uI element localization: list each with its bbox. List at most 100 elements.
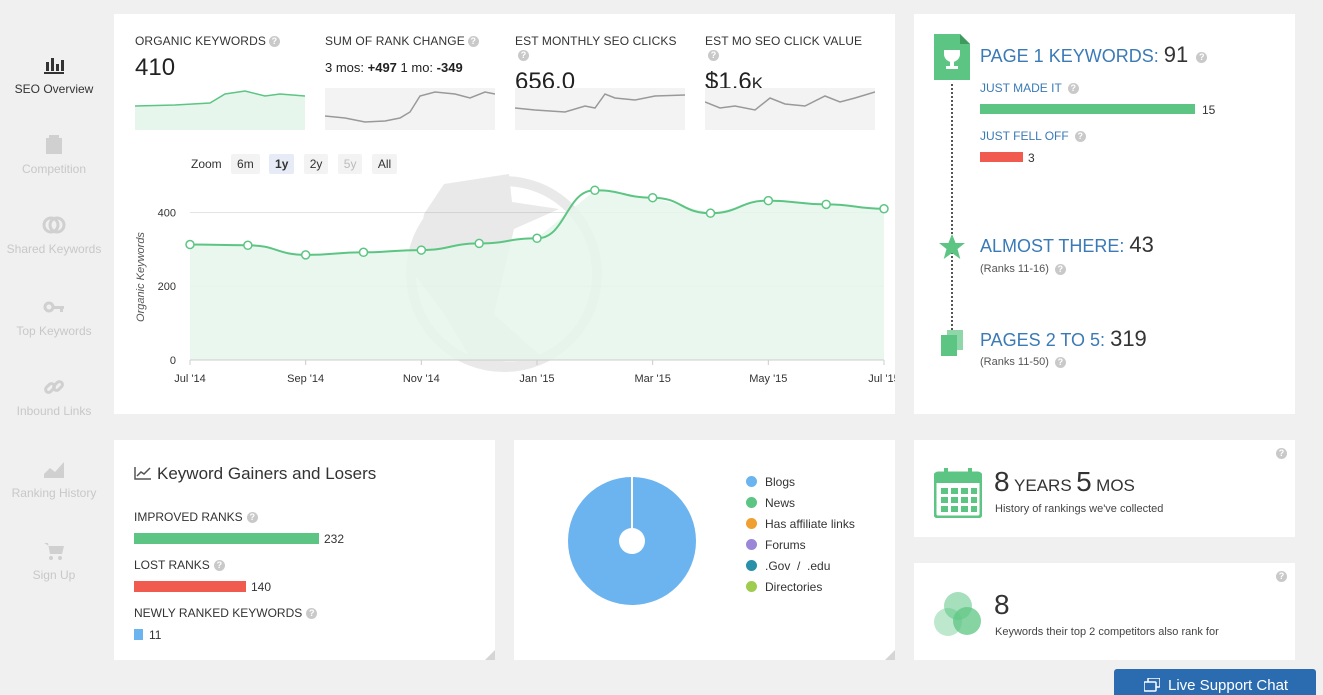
legend-label: News: [765, 496, 796, 510]
zoom-6m-button[interactable]: 6m: [231, 154, 260, 174]
data-point[interactable]: [300, 250, 311, 260]
almost-note: (Ranks 11-16): [980, 263, 1049, 275]
help-icon[interactable]: ?: [306, 608, 318, 620]
data-point[interactable]: [821, 199, 831, 210]
just-fell-label-row: JUST FELL OFF?: [980, 129, 1086, 143]
just-made-label-row: JUST MADE IT?: [980, 81, 1079, 95]
nav-label: Inbound Links: [16, 404, 92, 418]
help-icon[interactable]: ?: [1054, 263, 1066, 275]
overview-card: ORGANIC KEYWORDS? 410 SUM OF RANK CHANGE…: [114, 14, 895, 414]
nav-label: Shared Keywords: [6, 242, 102, 256]
metric-seo-clicks: EST MONTHLY SEO CLICKS? 656.0: [515, 34, 685, 96]
help-icon[interactable]: ?: [213, 560, 225, 572]
data-point[interactable]: [879, 204, 889, 214]
data-point[interactable]: [243, 240, 253, 251]
link-types-card: Blogs News Has affiliate links Forums .G…: [514, 440, 895, 660]
page1-heading: PAGE 1 KEYWORDS: 91?: [980, 42, 1208, 68]
live-support-chat-button[interactable]: Live Support Chat: [1114, 669, 1316, 695]
just-fell-value: 3: [1028, 151, 1035, 165]
data-point[interactable]: [474, 238, 484, 249]
metric-label: EST MO SEO CLICK VALUE: [705, 34, 863, 48]
page1-value: 91: [1163, 42, 1189, 67]
rank-change-1mo-value: -349: [436, 60, 463, 75]
pages25-title: PAGES 2 TO 5:: [980, 330, 1106, 350]
help-icon[interactable]: ?: [518, 50, 529, 62]
new-label: NEWLY RANKED KEYWORDS: [134, 606, 303, 620]
nav-inbound-links[interactable]: Inbound Links: [0, 376, 108, 418]
zoom-all-button[interactable]: All: [371, 154, 398, 174]
nav-label: Competition: [21, 162, 87, 176]
improved-value: 232: [324, 532, 345, 546]
data-point[interactable]: [532, 233, 542, 244]
pages25-heading: PAGES 2 TO 5: 319: [980, 326, 1147, 352]
trophy-icon: [46, 135, 62, 154]
data-point[interactable]: [185, 239, 195, 250]
help-icon[interactable]: ?: [1074, 131, 1086, 143]
history-mos-value: 5: [1076, 466, 1092, 497]
metric-label: ORGANIC KEYWORDS: [135, 34, 266, 48]
legend-dot: [746, 497, 757, 508]
nav-top-keywords[interactable]: Top Keywords: [0, 296, 108, 338]
legend-label: Has affiliate links: [765, 517, 855, 531]
legend-gov-edu[interactable]: .Gov / .edu: [746, 559, 830, 573]
legend-affiliate[interactable]: Has affiliate links: [746, 517, 855, 531]
competitor-overlap-card: ? 8 Keywords their top 2 competitors als…: [914, 563, 1295, 660]
overlap-circles-icon: [934, 592, 981, 636]
help-icon[interactable]: ?: [1276, 448, 1287, 459]
nav-competition[interactable]: Competition: [0, 134, 108, 176]
history-note: History of rankings we've collected: [995, 503, 1164, 515]
data-point[interactable]: [763, 195, 774, 206]
data-point[interactable]: [358, 247, 369, 258]
nav-shared-keywords[interactable]: Shared Keywords: [0, 214, 108, 256]
help-icon[interactable]: ?: [1196, 51, 1208, 63]
live-chat-label: Live Support Chat: [1168, 677, 1289, 694]
legend-news[interactable]: News: [746, 496, 795, 510]
data-point[interactable]: [590, 185, 600, 196]
link-types-donut-chart: [568, 477, 696, 605]
zoom-1y-button[interactable]: 1y: [269, 154, 295, 174]
nav-ranking-history[interactable]: Ranking History: [0, 458, 108, 500]
legend-blogs[interactable]: Blogs: [746, 475, 795, 489]
new-value: 11: [149, 628, 162, 642]
data-point[interactable]: [416, 245, 427, 255]
cart-icon: [44, 543, 64, 560]
help-icon[interactable]: ?: [708, 50, 719, 62]
legend-label: Directories: [765, 580, 823, 594]
new-bar: [134, 629, 143, 640]
link-icon: [44, 380, 64, 394]
rank-change-values: 3 mos: +497 1 mo: -349: [325, 60, 495, 75]
nav-label: Ranking History: [11, 486, 97, 500]
help-icon[interactable]: ?: [246, 512, 258, 524]
help-icon[interactable]: ?: [268, 36, 280, 48]
legend-directories[interactable]: Directories: [746, 580, 822, 594]
history-years-unit: YEARS: [1014, 476, 1072, 495]
pages25-note-row: (Ranks 11-50)?: [980, 356, 1066, 368]
lost-bar: [134, 581, 246, 592]
resize-corner: [485, 650, 495, 660]
help-icon[interactable]: ?: [1067, 83, 1079, 95]
y-tick-label: 0: [170, 355, 176, 367]
lost-value: 140: [251, 580, 272, 594]
data-point[interactable]: [647, 192, 658, 203]
y-tick-label: 400: [158, 207, 176, 219]
almost-value: 43: [1129, 232, 1154, 257]
help-icon[interactable]: ?: [467, 36, 479, 48]
zoom-5y-button[interactable]: 5y: [337, 154, 363, 174]
click-value-suffix: K: [751, 74, 764, 93]
zoom-label: Zoom: [191, 157, 222, 171]
nav-sign-up[interactable]: Sign Up: [0, 540, 108, 582]
improved-label-row: IMPROVED RANKS?: [134, 510, 258, 524]
x-tick-label: Jul '15: [868, 373, 895, 385]
just-made-label: JUST MADE IT: [980, 81, 1062, 95]
bar-chart-icon: [44, 58, 64, 74]
sparkline-rank-change: [325, 88, 495, 130]
zoom-2y-button[interactable]: 2y: [303, 154, 329, 174]
data-point[interactable]: [705, 208, 716, 218]
improved-bar: [134, 533, 319, 544]
help-icon[interactable]: ?: [1054, 356, 1066, 368]
help-icon[interactable]: ?: [1276, 571, 1287, 582]
almost-note-row: (Ranks 11-16)?: [980, 263, 1066, 275]
nav-seo-overview[interactable]: SEO Overview: [0, 54, 108, 96]
sidebar: SEO Overview Competition Shared Keywords…: [0, 0, 108, 695]
legend-forums[interactable]: Forums: [746, 538, 806, 552]
